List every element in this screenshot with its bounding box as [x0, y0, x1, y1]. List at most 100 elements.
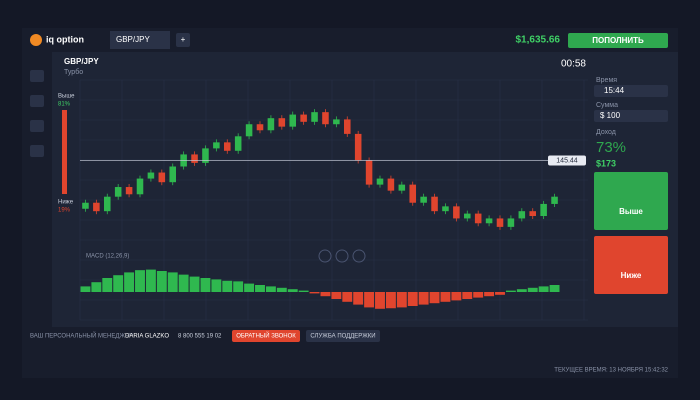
income-label: Доход	[596, 129, 616, 136]
macd-bar	[429, 292, 440, 304]
time-value: 15:44	[604, 86, 625, 95]
sentiment-down-label: Ниже	[58, 200, 74, 206]
support-label: СЛУЖБА ПОДДЕРЖКИ	[310, 334, 375, 340]
candle	[551, 196, 558, 204]
left-sidebar	[22, 52, 52, 327]
macd-bar	[255, 285, 265, 292]
callback-button[interactable]	[232, 330, 300, 342]
asset-name: GBP/JPY	[64, 57, 99, 66]
candle	[344, 119, 351, 134]
candle	[540, 203, 547, 217]
candle	[333, 119, 340, 125]
phone: 8 800 555 19 02	[178, 334, 222, 340]
macd-bar	[375, 292, 385, 309]
macd-bar	[549, 285, 560, 292]
candle	[158, 172, 166, 183]
candle	[442, 206, 449, 212]
candle	[376, 178, 384, 185]
time-input[interactable]	[594, 85, 668, 97]
manager-label: ВАШ ПЕРСОНАЛЬНЫЙ МЕНЕДЖЕР	[30, 332, 133, 340]
amount-label: Сумма	[596, 102, 618, 109]
sentiment-up: 81%	[58, 102, 71, 108]
up-button[interactable]	[594, 172, 668, 230]
macd-bar	[516, 289, 527, 292]
macd-bar	[505, 290, 516, 292]
macd-bar	[156, 271, 167, 292]
sentiment-up-label: Выше	[58, 94, 75, 100]
macd-bar	[178, 274, 189, 292]
macd-bar	[473, 292, 484, 298]
income-percent: 73%	[596, 139, 626, 156]
candle	[409, 184, 416, 203]
candle	[245, 124, 253, 137]
macd-bar	[276, 287, 287, 292]
macd-bar	[527, 287, 538, 292]
sidebar-icon[interactable]	[30, 95, 44, 107]
support-button[interactable]	[306, 330, 380, 342]
sentiment-down: 19%	[58, 208, 71, 214]
sidebar-icon[interactable]	[30, 145, 44, 157]
candle	[202, 148, 209, 163]
zoom-out[interactable]	[318, 249, 332, 263]
current-time: ТЕКУЩЕЕ ВРЕМЯ: 13 НОЯБРЯ 15:42:32	[554, 368, 668, 374]
asset-tab[interactable]	[110, 31, 170, 49]
macd-bar	[451, 292, 462, 301]
macd-bar	[211, 279, 222, 292]
amount-value: $ 100	[600, 111, 621, 120]
logo-icon	[30, 34, 42, 46]
candle	[431, 196, 438, 212]
candle	[464, 213, 471, 219]
zoom-in[interactable]	[352, 249, 366, 263]
candle	[224, 142, 231, 151]
macd-bar	[418, 292, 429, 305]
candle	[311, 112, 318, 122]
callback-label: ОБРАТНЫЙ ЗВОНОК	[236, 332, 296, 340]
candle	[82, 202, 89, 209]
macd-bar	[342, 292, 353, 302]
candle	[474, 213, 482, 224]
amount-input[interactable]	[594, 110, 668, 122]
deposit-label: ПОПОЛНИТЬ	[592, 36, 644, 45]
sentiment-bar	[62, 110, 67, 194]
candle	[213, 142, 220, 149]
candle	[278, 118, 286, 127]
candle	[125, 187, 133, 195]
candle	[518, 211, 526, 219]
logo: iq option	[46, 34, 84, 44]
macd-bar	[495, 292, 505, 295]
asset-mode: Турбо	[64, 68, 83, 76]
price-tag	[548, 155, 586, 166]
deposit-button[interactable]	[568, 33, 668, 48]
macd-bar	[91, 282, 102, 292]
candle	[234, 136, 242, 151]
price-label: 145.44	[556, 157, 578, 164]
sidebar-icon[interactable]	[30, 70, 44, 82]
candle	[147, 172, 155, 179]
macd-bar	[233, 281, 244, 292]
zoom-reset[interactable]	[335, 249, 349, 263]
timer: 00:58	[561, 59, 586, 70]
income-value: $173	[596, 158, 616, 168]
add-tab[interactable]	[176, 33, 190, 47]
macd-bar	[200, 278, 211, 292]
macd-bar	[265, 286, 276, 292]
macd-bar	[287, 289, 298, 292]
macd-bar	[484, 292, 495, 297]
macd-bar	[364, 292, 375, 308]
macd-bar	[113, 275, 124, 292]
manager-name: DARIA GLAZKO	[125, 334, 169, 340]
indicator-name: MACD (12,26,9)	[86, 254, 129, 260]
down-button[interactable]	[594, 236, 668, 294]
sidebar-icon[interactable]	[30, 120, 44, 132]
time-label: Время	[596, 77, 617, 84]
macd-bar	[222, 280, 233, 292]
candle	[256, 124, 264, 131]
macd-bar	[244, 283, 255, 292]
macd-bar	[135, 270, 145, 292]
candle	[420, 196, 427, 203]
macd-bar	[189, 276, 200, 292]
macd-bar	[353, 292, 364, 305]
tab-label: GBP/JPY	[116, 35, 150, 44]
macd-bar	[309, 292, 320, 294]
